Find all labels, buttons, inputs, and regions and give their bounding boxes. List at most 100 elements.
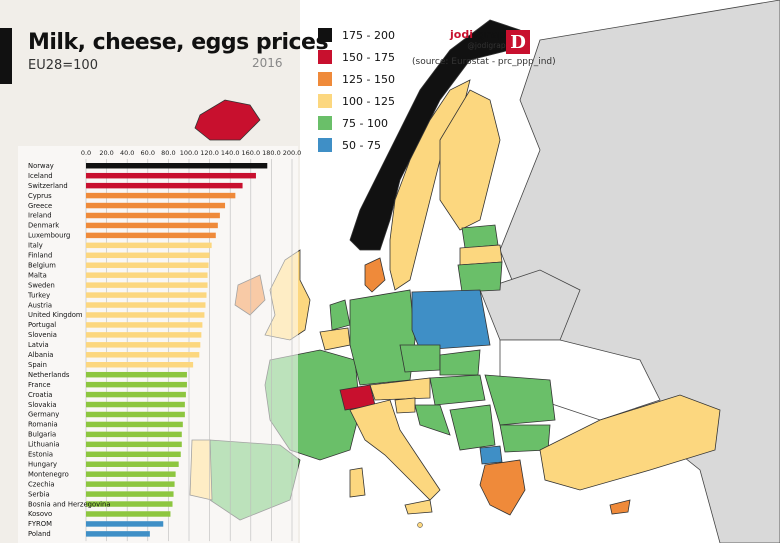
category-label: Hungary <box>28 460 57 468</box>
bar <box>86 471 176 477</box>
category-label: Spain <box>28 361 47 369</box>
legend-swatch <box>318 50 332 64</box>
x-tick-label: 20.0 <box>99 149 113 157</box>
brand-logo-icon: D <box>506 30 530 54</box>
map-country-greece <box>479 459 526 516</box>
legend: 175 - 200 150 - 175 125 - 150 100 - 125 … <box>318 24 395 156</box>
map-country-iceland <box>194 99 261 141</box>
category-label: FYROM <box>28 520 52 528</box>
bar <box>86 172 256 179</box>
category-label: Poland <box>28 530 51 538</box>
legend-swatch <box>318 72 332 86</box>
legend-label: 75 - 100 <box>342 116 388 130</box>
bar <box>86 222 218 229</box>
bar <box>86 202 226 209</box>
map-country-serbia <box>449 404 496 451</box>
category-label: Luxembourg <box>28 232 70 240</box>
bar <box>86 322 203 328</box>
category-label: Switzerland <box>28 182 68 190</box>
bar <box>86 371 187 378</box>
bar <box>86 461 179 467</box>
bar <box>86 401 185 408</box>
legend-label: 175 - 200 <box>342 28 395 42</box>
category-label: Germany <box>28 411 59 419</box>
category-label: Lithuania <box>28 441 59 449</box>
bar <box>86 282 208 288</box>
bar <box>86 511 171 517</box>
bar <box>86 332 202 338</box>
brand-name-bold: jodi <box>450 28 473 41</box>
bar <box>86 451 181 458</box>
bar <box>86 192 236 199</box>
legend-item: 75 - 100 <box>318 112 395 134</box>
page-subtitle: EU28=100 <box>28 58 98 73</box>
bar <box>86 491 174 497</box>
year-label: 2016 <box>252 56 283 70</box>
category-label: Ireland <box>28 212 52 220</box>
category-label: Italy <box>28 242 43 250</box>
legend-swatch <box>318 116 332 130</box>
category-label: Finland <box>28 252 52 260</box>
legend-swatch <box>318 94 332 108</box>
bar <box>86 421 183 428</box>
bar <box>86 163 268 169</box>
bar <box>86 302 206 308</box>
category-label: Slovenia <box>28 331 57 339</box>
category-label: Kosovo <box>28 510 52 518</box>
category-label: Norway <box>28 162 54 170</box>
x-tick-label: 40.0 <box>120 149 134 157</box>
bar <box>86 501 173 507</box>
map-country-austria <box>369 377 431 401</box>
category-label: Netherlands <box>28 371 70 379</box>
map-country-finland <box>439 89 501 231</box>
category-label: Romania <box>28 421 58 429</box>
category-label: Albania <box>28 351 53 359</box>
category-label: Bosnia and Herzegovina <box>28 500 111 508</box>
legend-item: 150 - 175 <box>318 46 395 68</box>
map-country-denmark <box>364 257 386 293</box>
category-label: Greece <box>28 202 52 210</box>
map-island-sicily <box>404 499 433 515</box>
category-label: France <box>28 381 51 389</box>
category-label: Portugal <box>28 321 56 329</box>
bar <box>86 242 212 249</box>
legend-label: 50 - 75 <box>342 138 381 152</box>
bar <box>86 352 200 358</box>
title-accent-bar <box>0 28 12 84</box>
category-label: Turkey <box>27 291 50 299</box>
page-title: Milk, cheese, eggs prices <box>28 30 329 55</box>
map-country-hungary <box>429 374 486 406</box>
map-country-italy <box>349 399 441 501</box>
category-label: Czechia <box>28 480 55 488</box>
bar <box>86 272 208 278</box>
legend-label: 100 - 125 <box>342 94 395 108</box>
category-label: Latvia <box>28 341 49 349</box>
bar <box>86 441 182 448</box>
map-island-sardinia <box>349 467 366 498</box>
map-country-turkey <box>539 394 721 491</box>
bar <box>86 411 185 418</box>
bar <box>86 262 209 268</box>
category-label: Bulgaria <box>28 431 56 439</box>
category-label: Serbia <box>28 490 50 498</box>
legend-item: 125 - 150 <box>318 68 395 90</box>
bar <box>86 391 186 398</box>
map-country-croatia <box>414 404 451 436</box>
source-note: (source: Eurostat - prc_ppp_ind) <box>412 57 556 67</box>
bar <box>86 182 243 189</box>
x-tick-label: 60.0 <box>141 149 155 157</box>
map-country-malta <box>417 522 423 528</box>
x-tick-label: 120.0 <box>200 149 219 157</box>
bar <box>86 252 210 259</box>
category-label: Cyprus <box>28 192 52 200</box>
bar <box>86 431 182 438</box>
category-label: Belgium <box>28 261 56 269</box>
x-tick-label: 180.0 <box>262 149 281 157</box>
legend-swatch <box>318 138 332 152</box>
x-tick-label: 0.0 <box>81 149 91 157</box>
category-label: Slovakia <box>28 401 57 409</box>
bar <box>86 362 194 368</box>
x-tick-label: 200.0 <box>283 149 302 157</box>
map-country-lithuania <box>457 261 503 293</box>
